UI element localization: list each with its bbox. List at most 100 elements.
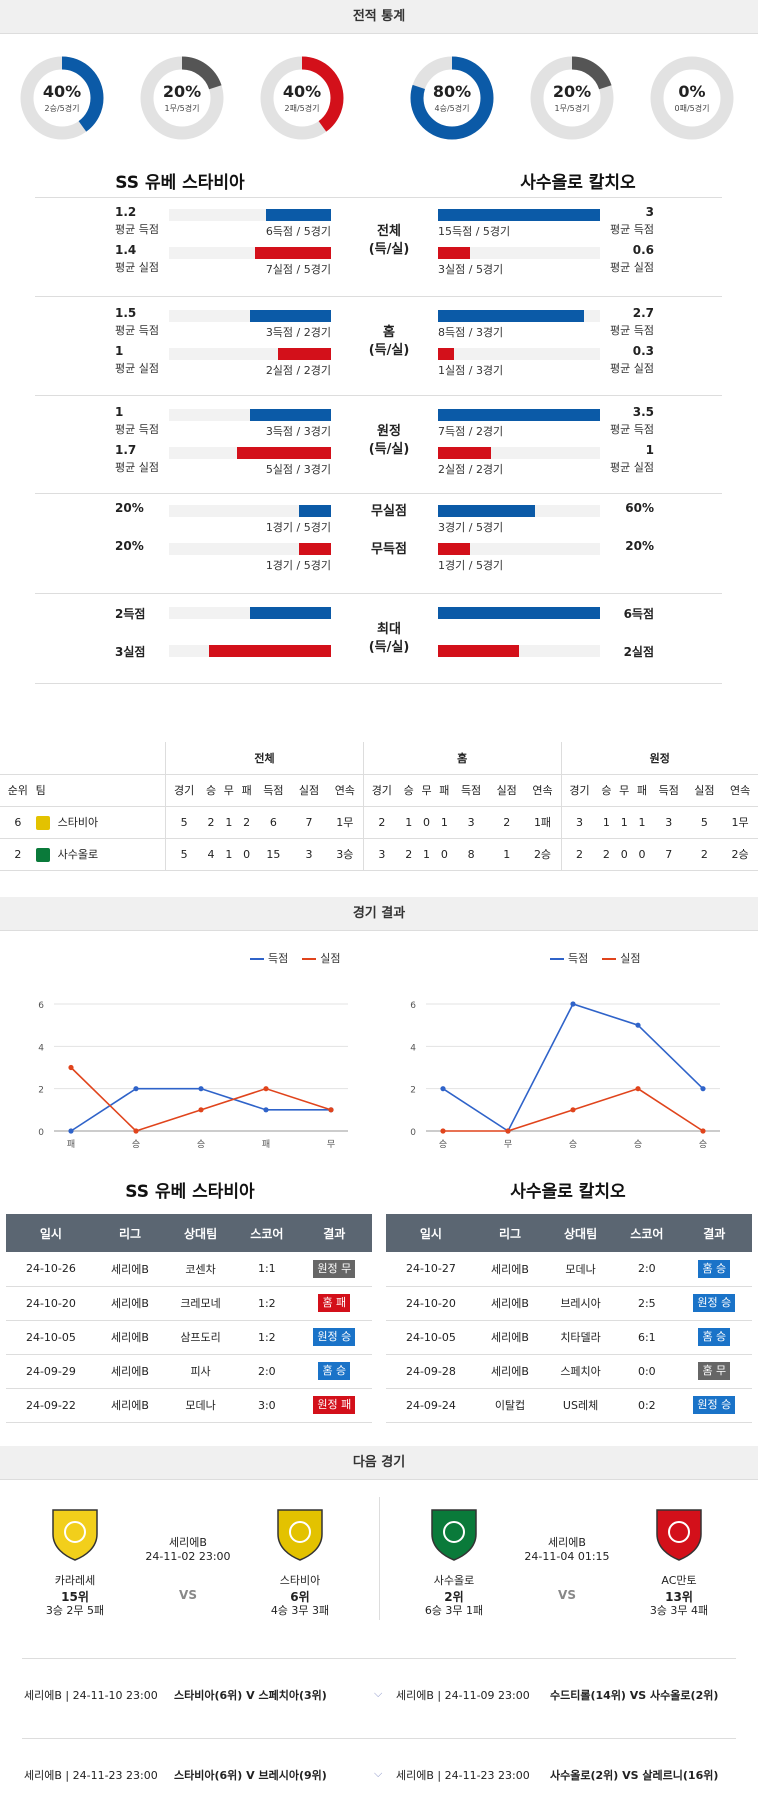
standings-cell: 3승 [326,838,364,871]
stat-line: 20% 1경기 / 5경기 1경기 / 5경기 20% 무득점 [0,539,758,575]
fixture-divider [22,1738,736,1739]
standings-cell: 5 [165,838,203,871]
next-team-rank: 6위 [290,1590,310,1604]
standings-cell: 6 [255,806,292,839]
results-outcome: 홈 승 [676,1252,752,1287]
results-outcome: 원정 무 [296,1252,372,1287]
fixture-left-match[interactable]: 스타비아(6위) V 브레시아(9위) [174,1769,327,1782]
away-stat-label: 평균 득점 [610,223,654,236]
standings-rank: 6 [0,806,36,839]
results-league: 세리에B [475,1286,545,1321]
results-row[interactable]: 24-09-22 세리에B 모데나 3:0 원정 패 [6,1388,372,1423]
legend-item[interactable]: 실점 [302,952,341,965]
donut-ring [260,56,344,140]
results-outcome: 원정 승 [676,1286,752,1321]
chevron-down-icon[interactable]: ⌵ [374,1767,383,1780]
results-row[interactable]: 24-09-28 세리에B 스페치아 0:0 홈 무 [386,1354,752,1389]
legend-item[interactable]: 실점 [602,952,641,965]
results-outcome: 홈 무 [676,1354,752,1389]
results-row[interactable]: 24-10-05 세리에B 삼프도리 1:2 원정 승 [6,1320,372,1355]
away-stat-value: 6득점 [623,607,654,621]
results-row[interactable]: 24-10-27 세리에B 모데나 2:0 홈 승 [386,1252,752,1287]
series-point [263,1107,269,1113]
home-results-chart: 득점 실점 0 2 4 6 패 승 승 패 무 [18,950,373,1150]
series-point [328,1107,334,1113]
standings-cell: 0 [417,806,436,839]
fixture-right-match[interactable]: 사수올로(2위) VS 살레르니(16위) [550,1769,719,1782]
away-bar-track [438,348,600,360]
away-bar-caption: 1경기 / 5경기 [438,559,504,572]
away-bar-caption: 2실점 / 2경기 [438,463,504,476]
results-col-header: 일시 [386,1214,476,1252]
away-stat-bar [438,348,454,360]
home-stat-bar [255,247,331,259]
away-bar-caption: 7득점 / 2경기 [438,425,504,438]
standings-col-header: 경기 [165,774,203,807]
results-row[interactable]: 24-10-26 세리에B 코센차 1:1 원정 무 [6,1252,372,1287]
home-stat-label: 평균 득점 [115,324,159,337]
home-bar-caption: 2실점 / 2경기 [265,364,331,377]
standings-team[interactable]: 사수올로 [35,838,166,871]
stat-group-label: 전체 (득/실) [349,223,429,259]
stat-group-label-line: 전체 [377,224,401,239]
home-stat-value: 20% [115,501,144,515]
legend-swatch [250,958,264,960]
home-stat-label: 평균 실점 [115,362,159,375]
legend-item[interactable]: 득점 [550,952,588,965]
results-row[interactable]: 24-10-20 세리에B 브레시아 2:5 원정 승 [386,1286,752,1321]
results-league: 세리에B [475,1320,545,1355]
chevron-down-icon[interactable]: ⌵ [374,1687,383,1700]
results-row[interactable]: 24-09-24 이탈컵 US레체 0:2 원정 승 [386,1388,752,1423]
x-tick-label: 무 [327,1139,335,1150]
series-point [635,1086,641,1092]
legend-swatch [602,958,617,960]
away-stat-bar [438,447,491,459]
home-stat-value: 1.7 [115,443,137,457]
fixture-left-match[interactable]: 스타비아(6위) V 스페치아(3위) [174,1689,327,1702]
results-row[interactable]: 24-09-29 세리에B 피사 2:0 홈 승 [6,1354,372,1389]
results-row[interactable]: 24-10-20 세리에B 크레모네 1:2 홈 패 [6,1286,372,1321]
fixture-left-meta: 세리에B | 24-11-10 23:00 [24,1689,158,1702]
fixture-row[interactable]: 세리에B | 24-11-10 23:00 스타비아(6위) V 스페치아(3위)… [22,1676,736,1712]
next-league: 세리에B [169,1536,207,1549]
results-date: 24-09-22 [6,1388,96,1423]
x-tick-label: 승 [132,1139,140,1150]
home-stat-label: 평균 득점 [115,223,159,236]
donut-ring [650,56,734,140]
standings-row[interactable]: 6 스타비아 5 2 1 2 6 7 1무 2 1 0 1 3 2 1패 3 1 1 1 3 5 1무 [0,806,758,839]
standings-group-0: 전체 [165,742,364,775]
donut-percent: 0% [678,82,706,101]
away-bar-track [438,543,600,555]
next-match-card[interactable]: 사수올로 2위 6승 3무 1패 AC만토 13위 3승 3무 4패 세리에B 24-11-0… [379,1504,758,1624]
donut-caption: 4승/5경기 [434,104,470,113]
next-match-card[interactable]: 카라레세 15위 3승 2무 5패 스타비아 6위 4승 3무 3패 세리에B 24-11-0… [0,1504,379,1624]
next-team-rank: 13위 [665,1590,693,1604]
team-crest-icon [649,1504,709,1564]
away-stat-bar [438,310,584,322]
legend-swatch [550,958,564,960]
standings-row[interactable]: 2 사수올로 5 4 1 0 15 3 3승 3 2 1 0 8 1 2승 2 2 0 0 7 2 2승 [0,838,758,871]
next-league: 세리에B [548,1536,586,1549]
standings-cell: 0 [237,838,256,871]
results-row[interactable]: 24-10-05 세리에B 치타델라 6:1 홈 승 [386,1320,752,1355]
home-bar-caption: 1경기 / 5경기 [265,521,331,534]
stat-group-label-line: 원정 [377,424,401,439]
away-stat-value: 0.3 [632,344,654,358]
series-point [440,1128,446,1134]
next-team-record: 3승 3무 4패 [649,1604,709,1617]
legend-item[interactable]: 득점 [250,952,288,965]
away-stat-bar [438,209,600,221]
fixture-right-match[interactable]: 수드티롤(14위) VS 사수올로(2위) [550,1689,719,1702]
results-header-row: 일시 리그 상대팀 스코어 결과 [386,1214,752,1252]
results-date: 24-09-29 [6,1354,96,1389]
vs-label: VS [179,1588,197,1602]
standings-col-header: 무 [417,774,436,807]
next-team-name: AC만토 [661,1574,697,1587]
result-badge: 홈 패 [318,1294,351,1312]
standings-cell: 7 [650,838,687,871]
standings-team[interactable]: 스타비아 [35,806,166,839]
results-score: 2:0 [617,1252,677,1287]
fixture-row[interactable]: 세리에B | 24-11-23 23:00 스타비아(6위) V 브레시아(9위)… [22,1756,736,1792]
next-section-header: 다음 경기 [0,1446,758,1480]
stat-group-label-line: 홈 [383,325,395,340]
